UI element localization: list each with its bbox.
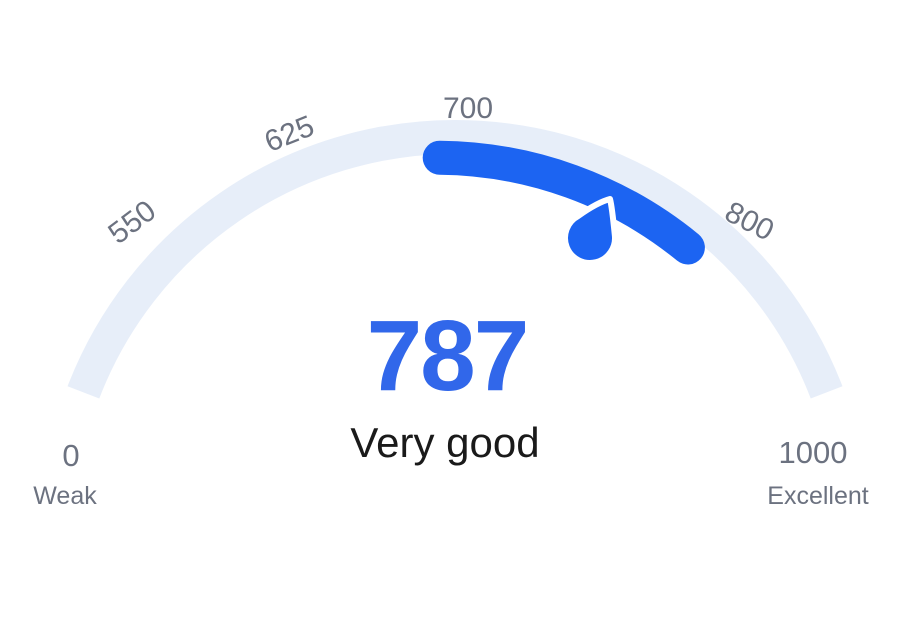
svg-text:0: 0 <box>62 438 79 473</box>
svg-text:Weak: Weak <box>33 482 97 510</box>
svg-text:Very good: Very good <box>350 419 539 466</box>
svg-text:700: 700 <box>443 92 493 125</box>
svg-text:1000: 1000 <box>779 435 848 470</box>
svg-text:550: 550 <box>102 194 162 250</box>
svg-text:Excellent: Excellent <box>767 482 868 510</box>
svg-text:787: 787 <box>367 300 528 412</box>
